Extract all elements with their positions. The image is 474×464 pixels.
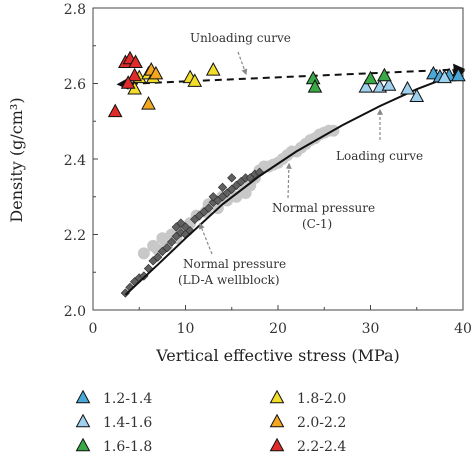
y-tick-2.6: 2.6: [64, 77, 86, 93]
x-axis-title: Vertical effective stress (MPa): [155, 346, 400, 365]
x-tick-30: 30: [362, 321, 380, 337]
legend-marker-2.2-2.4: [269, 437, 285, 452]
legend-marker-2.0-2.2: [269, 413, 285, 428]
series-triangles: [107, 50, 466, 118]
annotation-c1-line1: Normal pressure: [272, 201, 375, 215]
legend-marker-1.2-1.4: [75, 389, 91, 404]
triangle-1.6-1.8: [363, 70, 378, 85]
y-tick-2.4: 2.4: [64, 153, 86, 169]
c1-point: [137, 247, 150, 260]
triangle-1.6-1.8: [377, 67, 392, 82]
y-tick-2.8: 2.8: [64, 2, 86, 18]
triangle-1.4-1.6: [437, 69, 452, 84]
annotation-unloading: Unloading curve: [190, 31, 291, 45]
axis-ticks: [92, 7, 464, 311]
annotation-c1-line2: (C-1): [302, 217, 332, 231]
legend-label-2.0-2.2: 2.0-2.2: [297, 415, 346, 431]
pointer-lda: [198, 222, 213, 255]
pointer-c1: [285, 162, 292, 199]
legend: 1.2-1.4 1.8-2.0 1.4-1.6 2.0-2.2 1.6-1.8 2.2-2…: [75, 389, 346, 455]
triangle-1.4-1.6: [400, 80, 415, 95]
legend-marker-1.6-1.8: [75, 437, 91, 452]
annotation-lda-line2: (LD-A wellblock): [178, 273, 280, 287]
x-tick-40: 40: [454, 321, 472, 337]
triangle-2.0-2.2: [148, 65, 164, 80]
y-tick-2.2: 2.2: [64, 228, 86, 244]
triangle-2.2-2.4: [128, 54, 143, 69]
annotation-lda-line1: Normal pressure: [183, 257, 286, 271]
legend-label-1.8-2.0: 1.8-2.0: [297, 391, 346, 407]
triangle-1.8-2.0: [205, 62, 221, 76]
legend-marker-1.8-2.0: [269, 389, 285, 404]
lda-point: [162, 243, 172, 253]
legend-label-2.2-2.4: 2.2-2.4: [297, 439, 346, 455]
legend-label-1.6-1.8: 1.6-1.8: [103, 439, 152, 455]
y-tick-2.0: 2.0: [64, 304, 86, 320]
triangle-2.2-2.4: [120, 75, 136, 89]
triangle-1.2-1.4: [451, 67, 466, 82]
y-axis-title: Density (g/cm³): [7, 97, 26, 222]
lda-point: [204, 203, 214, 213]
lda-point: [153, 252, 163, 262]
lda-point: [217, 182, 228, 192]
triangle-2.2-2.4: [127, 67, 142, 82]
x-tick-0: 0: [89, 321, 98, 337]
triangle-2.2-2.4: [107, 103, 123, 118]
pointer-unloading: [237, 51, 248, 76]
annotation-loading: Loading curve: [336, 149, 423, 163]
series-lda: [120, 167, 265, 298]
x-tick-10: 10: [177, 321, 195, 337]
legend-marker-1.4-1.6: [75, 413, 91, 428]
triangle-1.6-1.8: [305, 70, 321, 85]
triangle-2.0-2.2: [141, 96, 156, 110]
unloading-curve: [116, 63, 466, 90]
c1-point: [230, 190, 243, 203]
loading-curve: [124, 69, 466, 296]
legend-label-1.2-1.4: 1.2-1.4: [103, 391, 152, 407]
legend-label-1.4-1.6: 1.4-1.6: [103, 415, 152, 431]
lda-point: [167, 237, 177, 247]
x-tick-20: 20: [269, 321, 287, 337]
triangle-1.4-1.6: [409, 88, 425, 103]
triangle-1.6-1.8: [307, 79, 323, 93]
triangle-1.4-1.6: [358, 79, 374, 93]
lda-point: [227, 173, 237, 183]
lda-point: [208, 192, 218, 202]
lda-point: [171, 222, 181, 232]
triangle-1.4-1.6: [381, 77, 397, 91]
triangle-1.8-2.0: [187, 73, 203, 87]
